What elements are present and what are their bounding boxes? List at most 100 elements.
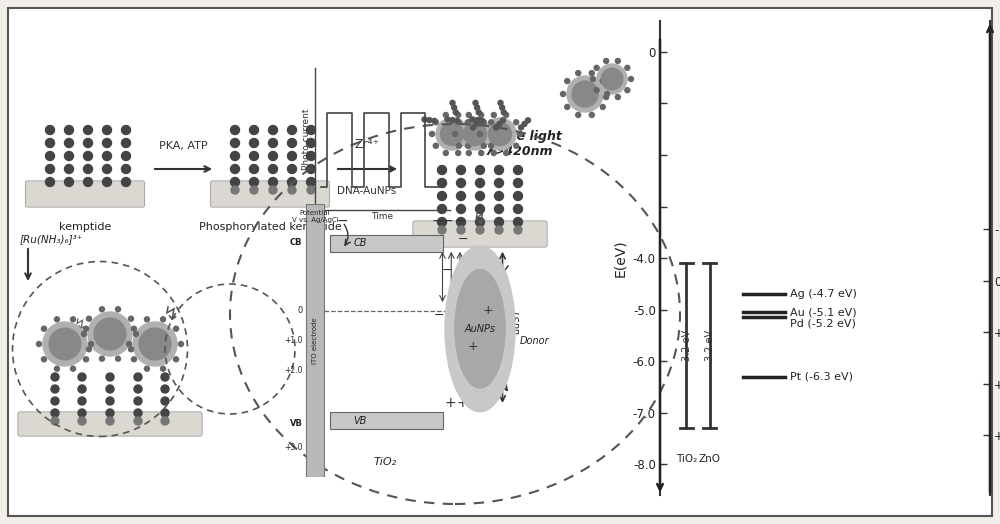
Circle shape [494,204,504,213]
Circle shape [518,132,522,136]
Circle shape [230,165,240,173]
Circle shape [231,186,239,194]
Circle shape [46,126,54,135]
Circle shape [306,165,316,173]
Text: 3.2 eV: 3.2 eV [705,330,715,361]
Circle shape [629,77,634,82]
Circle shape [604,92,610,96]
Circle shape [474,122,479,126]
Text: VB: VB [353,416,367,425]
Circle shape [604,59,609,63]
Text: Pd (-5.2 eV): Pd (-5.2 eV) [790,319,856,329]
Circle shape [466,120,471,125]
Circle shape [519,125,524,130]
Text: Ag (-4.7 eV): Ag (-4.7 eV) [790,289,857,299]
Circle shape [514,179,522,188]
Text: AuNPs: AuNPs [464,324,496,334]
Circle shape [161,366,166,371]
Text: ↯: ↯ [162,304,178,323]
Circle shape [494,191,504,201]
FancyBboxPatch shape [413,221,547,247]
Circle shape [594,88,599,93]
X-axis label: Time: Time [371,212,394,221]
Circle shape [78,417,86,425]
Circle shape [161,385,169,393]
Circle shape [463,123,487,146]
Circle shape [36,342,42,346]
Circle shape [134,332,138,336]
Circle shape [494,166,504,174]
Circle shape [576,71,581,75]
Text: −: − [454,214,466,228]
Circle shape [84,357,89,362]
Circle shape [476,179,484,188]
Circle shape [440,123,464,146]
Circle shape [230,138,240,147]
Circle shape [133,322,177,366]
Circle shape [64,178,74,187]
Text: +: + [482,304,493,318]
Circle shape [445,246,515,412]
Circle shape [488,123,512,146]
Circle shape [106,385,114,393]
Circle shape [514,120,519,125]
Circle shape [476,191,484,201]
Circle shape [46,165,54,173]
Circle shape [129,347,134,352]
Circle shape [497,122,502,126]
Circle shape [84,165,92,173]
Text: ↯: ↯ [74,316,86,332]
Circle shape [480,118,485,123]
Text: DNA-AuNPs: DNA-AuNPs [337,186,397,196]
Circle shape [178,342,184,346]
Circle shape [161,409,169,417]
Circle shape [88,312,132,356]
Circle shape [106,409,114,417]
Circle shape [250,138,258,147]
Circle shape [250,165,258,173]
Circle shape [250,186,258,194]
Circle shape [501,110,506,115]
Circle shape [476,226,484,234]
Circle shape [478,132,482,136]
Circle shape [456,143,461,148]
Circle shape [103,178,112,187]
Circle shape [473,101,478,105]
Circle shape [99,356,104,361]
Circle shape [455,269,505,388]
Circle shape [466,113,471,117]
Circle shape [103,138,112,147]
Circle shape [438,226,446,234]
Circle shape [41,326,46,331]
Circle shape [589,113,594,117]
Circle shape [43,322,87,366]
Circle shape [522,122,527,126]
Text: CB: CB [290,238,302,247]
Circle shape [78,373,86,381]
Circle shape [445,117,450,122]
Circle shape [174,326,179,331]
Circle shape [288,126,296,135]
Circle shape [500,118,505,123]
Circle shape [84,178,92,187]
Circle shape [250,126,258,135]
Circle shape [456,113,461,117]
Text: +2.0: +2.0 [284,366,302,375]
Text: Potential
V vs. Ag/AgCl: Potential V vs. Ag/AgCl [292,210,338,223]
Circle shape [139,328,171,360]
FancyBboxPatch shape [18,412,202,436]
Circle shape [470,132,475,136]
Text: kemptide: kemptide [59,222,111,232]
Y-axis label: Photo current: Photo current [302,108,311,170]
Circle shape [64,151,74,160]
Circle shape [500,105,505,110]
Circle shape [288,186,296,194]
Circle shape [438,217,446,226]
Circle shape [525,118,530,123]
Circle shape [590,77,596,82]
Circle shape [456,179,466,188]
Circle shape [475,105,480,110]
Text: LSPR: LSPR [508,311,518,335]
Circle shape [106,397,114,405]
Circle shape [475,117,480,123]
